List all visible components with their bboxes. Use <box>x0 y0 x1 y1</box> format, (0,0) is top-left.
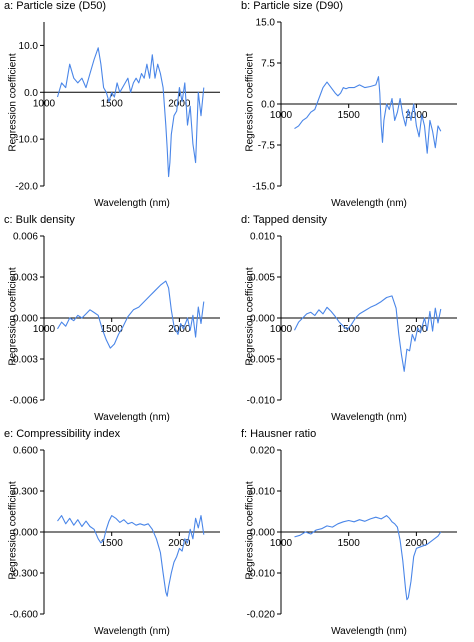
panel-title: e: Compressibility index <box>4 428 121 440</box>
y-tick-label: 0.0 <box>24 88 38 99</box>
panel-e: e: Compressibility index Regression coef… <box>0 428 237 642</box>
panel-a: a: Particle size (D50) Regression coeffi… <box>0 0 237 214</box>
x-axis-label: Wavelength (nm) <box>331 198 407 209</box>
y-tick-label: 0.600 <box>13 446 38 457</box>
chart-svg: 0.010 0.005 0.000 -0.005 -0.010 1000 1500 2000 <box>247 232 457 407</box>
series-line <box>57 515 205 597</box>
y-tick-label: -10.0 <box>15 135 38 146</box>
panel-title: f: Hausner ratio <box>241 428 317 440</box>
y-tick-label: -15.0 <box>252 182 275 193</box>
panel-c: c: Bulk density Regression coefficient W… <box>0 214 237 428</box>
y-tick-label: 0.010 <box>250 232 275 243</box>
y-tick-label: 0.000 <box>13 528 38 539</box>
x-tick-label: 2000 <box>405 110 428 121</box>
panel-title: b: Particle size (D90) <box>241 0 344 12</box>
chart-svg: 10.0 0.0 -10.0 -20.0 1000 1500 2000 <box>15 22 220 193</box>
series-line <box>294 76 442 154</box>
y-tick-label: -0.005 <box>247 355 276 366</box>
x-tick-label: 1500 <box>338 324 361 335</box>
y-tick-label: 0.000 <box>13 314 38 325</box>
x-tick-label: 1000 <box>270 110 293 121</box>
panel-title: c: Bulk density <box>4 214 75 226</box>
y-tick-label: 0.003 <box>13 273 38 284</box>
y-tick-label: -0.020 <box>247 610 276 621</box>
x-axis-label: Wavelength (nm) <box>331 412 407 423</box>
y-tick-label: 0.010 <box>250 487 275 498</box>
x-axis-label: Wavelength (nm) <box>331 626 407 637</box>
x-tick-label: 1500 <box>101 98 124 109</box>
y-tick-label: 7.5 <box>261 59 275 70</box>
y-tick-label: 0.005 <box>250 273 275 284</box>
x-tick-label: 2000 <box>168 538 191 549</box>
x-tick-label: 1500 <box>338 538 361 549</box>
y-tick-label: -0.600 <box>10 610 39 621</box>
y-tick-label: 0.020 <box>250 446 275 457</box>
panel-b: b: Particle size (D90) Regression coeffi… <box>237 0 474 214</box>
x-tick-label: 2000 <box>405 538 428 549</box>
y-tick-label: 10.0 <box>19 41 39 52</box>
panel-title: d: Tapped density <box>241 214 328 226</box>
y-tick-label: 0.0 <box>261 100 275 111</box>
series-line <box>57 280 205 349</box>
y-tick-label: -0.010 <box>247 396 276 407</box>
x-tick-label: 2000 <box>168 98 191 109</box>
x-tick-label: 1500 <box>101 538 124 549</box>
y-tick-label: 15.0 <box>256 18 276 29</box>
y-tick-label: -20.0 <box>15 182 38 193</box>
y-tick-label: -0.003 <box>10 355 39 366</box>
y-tick-label: 0.000 <box>250 528 275 539</box>
y-tick-label: 0.000 <box>250 314 275 325</box>
chart-svg: 0.020 0.010 0.000 -0.010 -0.020 1000 1500 2000 <box>247 446 457 621</box>
y-tick-label: -7.5 <box>258 141 276 152</box>
x-tick-label: 1500 <box>338 110 361 121</box>
x-tick-label: 1000 <box>270 324 293 335</box>
series-line <box>294 295 442 372</box>
panel-f: f: Hausner ratio Regression coefficient … <box>237 428 474 642</box>
y-tick-label: -0.300 <box>10 569 39 580</box>
x-axis-label: Wavelength (nm) <box>94 626 170 637</box>
x-tick-label: 1000 <box>270 538 293 549</box>
chart-svg: 0.600 0.300 0.000 -0.300 -0.600 1500 2000 <box>10 446 220 621</box>
y-tick-label: 0.300 <box>13 487 38 498</box>
panel-title: a: Particle size (D50) <box>4 0 107 12</box>
x-tick-label: 2000 <box>405 324 428 335</box>
x-axis-label: Wavelength (nm) <box>94 198 170 209</box>
chart-svg: 15.0 7.5 0.0 -7.5 -15.0 1000 1500 2000 <box>252 18 457 193</box>
y-tick-label: -0.010 <box>247 569 276 580</box>
series-line <box>294 515 442 601</box>
panel-d: d: Tapped density Regression coefficient… <box>237 214 474 428</box>
y-tick-label: 0.006 <box>13 232 38 243</box>
x-tick-label: 1500 <box>101 324 124 335</box>
x-tick-label: 1000 <box>33 324 56 335</box>
x-axis-label: Wavelength (nm) <box>94 412 170 423</box>
x-tick-label: 1000 <box>33 98 56 109</box>
y-tick-label: -0.006 <box>10 396 39 407</box>
series-line <box>56 47 205 178</box>
